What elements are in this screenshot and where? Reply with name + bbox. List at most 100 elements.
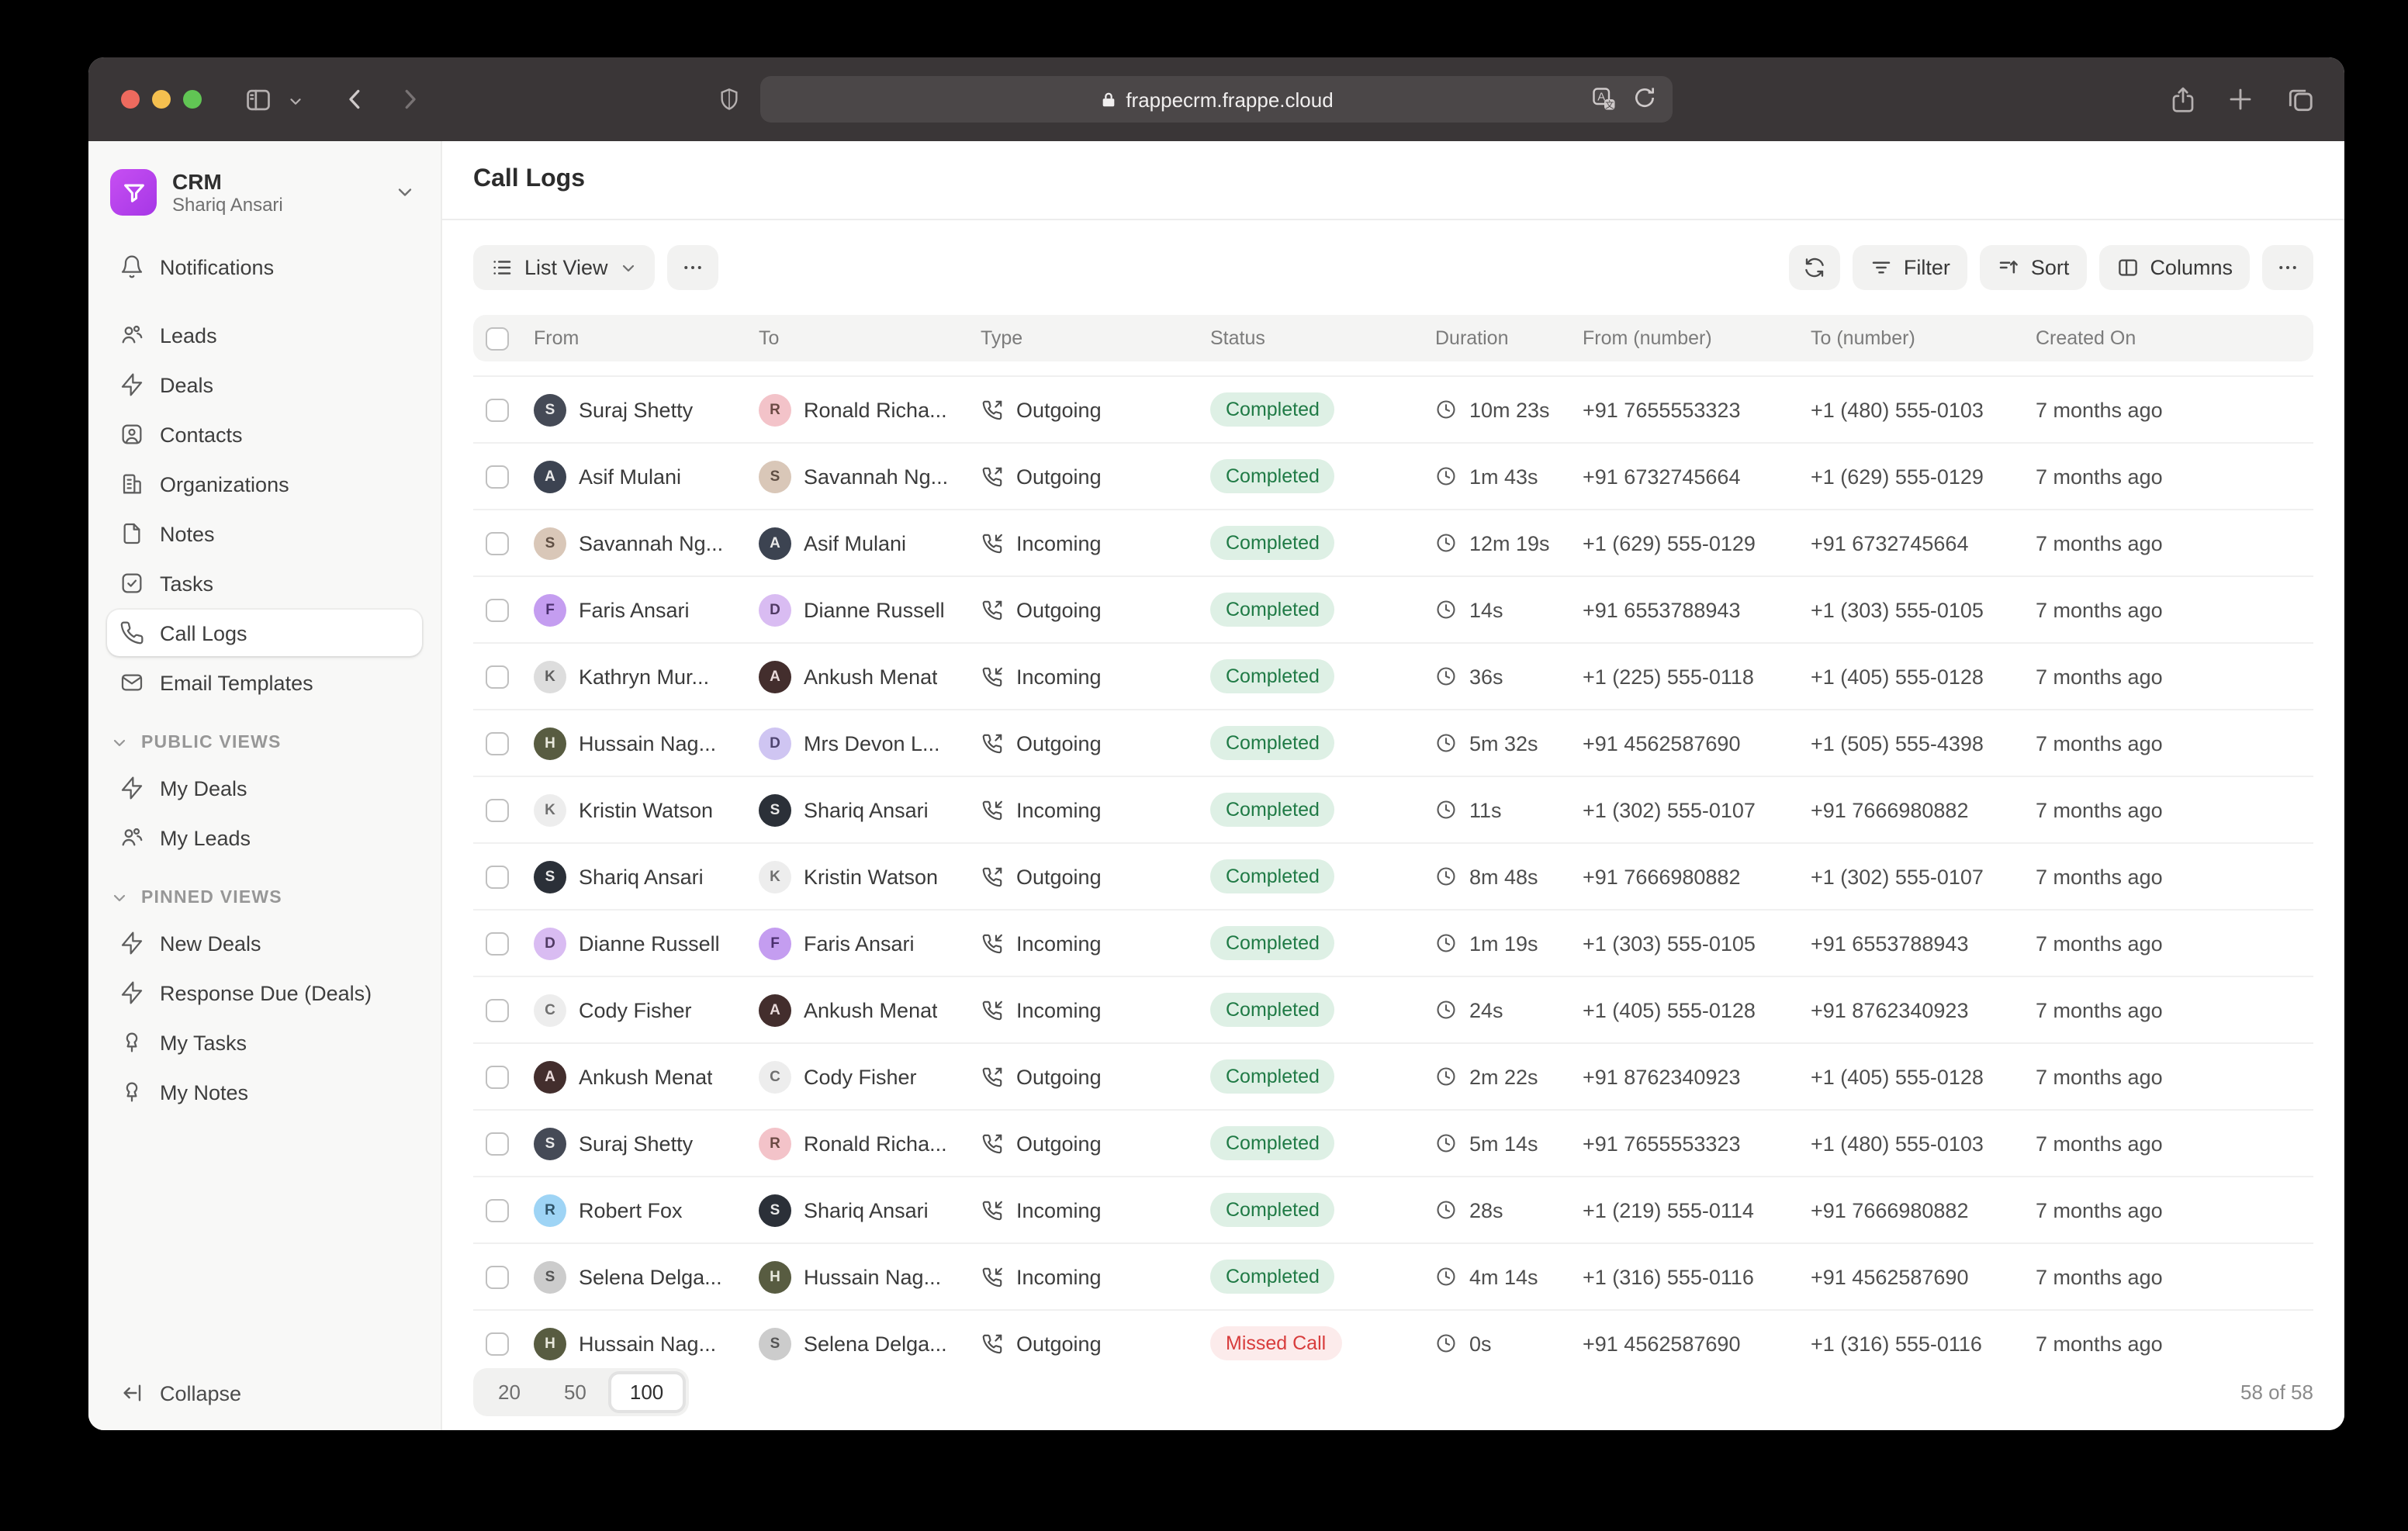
chevron-down-icon xyxy=(394,181,416,203)
call-type-label: Incoming xyxy=(1016,665,1102,688)
sidebar-item-notifications[interactable]: Notifications xyxy=(107,244,422,290)
share-icon[interactable] xyxy=(2169,85,2197,115)
filter-button[interactable]: Filter xyxy=(1852,245,1967,290)
minimize-window-button[interactable] xyxy=(152,90,171,109)
row-checkbox[interactable] xyxy=(486,531,509,555)
pin-icon xyxy=(119,1030,144,1055)
row-checkbox[interactable] xyxy=(486,1132,509,1155)
select-all-checkbox[interactable] xyxy=(486,327,509,350)
status-badge: Completed xyxy=(1210,1260,1335,1294)
tab-overview-icon[interactable] xyxy=(2285,85,2315,115)
row-checkbox[interactable] xyxy=(486,931,509,955)
zoom-window-button[interactable] xyxy=(183,90,202,109)
table-row[interactable]: H Hussain Nag... S Selena Delga... Outgoin… xyxy=(473,1309,2313,1376)
table-row[interactable]: A Asif Mulani S Savannah Ng... Outgoing Co… xyxy=(473,442,2313,509)
sidebar-item-deals[interactable]: Deals xyxy=(107,361,422,408)
created-on: 7 months ago xyxy=(2036,598,2163,621)
row-checkbox[interactable] xyxy=(486,998,509,1021)
reload-icon[interactable] xyxy=(1632,85,1657,113)
page-size-100[interactable]: 100 xyxy=(607,1370,686,1412)
sidebar-item-leads[interactable]: Leads xyxy=(107,312,422,358)
sidebar-item-contacts[interactable]: Contacts xyxy=(107,411,422,458)
sidebar-item-new-deals[interactable]: New Deals xyxy=(107,920,422,966)
sidebar-item-email-templates[interactable]: Email Templates xyxy=(107,659,422,706)
sidebar-item-response-due-deals[interactable]: Response Due (Deals) xyxy=(107,969,422,1016)
column-header-to-number[interactable]: To (number) xyxy=(1811,327,1915,349)
table-row[interactable]: S Selena Delga... H Hussain Nag... Incomin… xyxy=(473,1242,2313,1309)
to-number: +91 8762340923 xyxy=(1811,998,1969,1021)
to-avatar: H xyxy=(759,1260,791,1293)
page-size-50[interactable]: 50 xyxy=(563,1380,586,1403)
row-checkbox[interactable] xyxy=(486,1332,509,1355)
phone-outgoing-icon xyxy=(981,598,1004,621)
more-options-button[interactable] xyxy=(2262,245,2313,290)
columns-button[interactable]: Columns xyxy=(2098,245,2250,290)
app-name: CRM xyxy=(172,168,222,193)
sidebar-dropdown-chevron-icon[interactable] xyxy=(287,93,304,110)
table-row[interactable]: S Shariq Ansari K Kristin Watson Outgoing … xyxy=(473,842,2313,909)
column-header-status[interactable]: Status xyxy=(1210,327,1265,349)
to-number: +1 (405) 555-0128 xyxy=(1811,665,1984,688)
column-header-from[interactable]: From xyxy=(534,327,580,349)
table-row[interactable]: H Hussain Nag... D Mrs Devon L... Outgoing… xyxy=(473,709,2313,776)
table-row[interactable]: R Robert Fox S Shariq Ansari Incoming Comp… xyxy=(473,1176,2313,1242)
table-row[interactable]: S Suraj Shetty R Ronald Richa... Outgoing … xyxy=(473,1109,2313,1176)
table-row[interactable]: S Suraj Shetty R Ronald Richa... Outgoing … xyxy=(473,375,2313,442)
pinned-views-header[interactable]: PINNED VIEWS xyxy=(110,889,422,907)
column-header-from-number[interactable]: From (number) xyxy=(1583,327,1712,349)
from-avatar: A xyxy=(534,1060,566,1093)
row-checkbox[interactable] xyxy=(486,731,509,755)
sidebar-toggle-icon[interactable] xyxy=(244,85,273,115)
to-avatar: R xyxy=(759,393,791,426)
call-type-label: Outgoing xyxy=(1016,1065,1102,1088)
table-row[interactable]: K Kathryn Mur... A Ankush Menat Incoming C… xyxy=(473,642,2313,709)
row-checkbox[interactable] xyxy=(486,665,509,688)
privacy-shield-icon[interactable] xyxy=(717,84,742,115)
page-size-control: 20 50 100 xyxy=(473,1367,689,1415)
table-row[interactable]: C Cody Fisher A Ankush Menat Incoming Comp… xyxy=(473,976,2313,1042)
row-checkbox[interactable] xyxy=(486,1065,509,1088)
sidebar-item-label: My Deals xyxy=(160,776,247,800)
sidebar-item-my-tasks[interactable]: My Tasks xyxy=(107,1019,422,1066)
call-type-label: Outgoing xyxy=(1016,865,1102,888)
sidebar-item-my-deals[interactable]: My Deals xyxy=(107,765,422,811)
collapse-sidebar-button[interactable]: Collapse xyxy=(119,1381,419,1405)
workspace-switcher[interactable]: CRM Shariq Ansari xyxy=(110,166,419,219)
refresh-button[interactable] xyxy=(1788,245,1840,290)
table-row[interactable]: S Savannah Ng... A Asif Mulani Incoming Co… xyxy=(473,509,2313,575)
table-row[interactable]: F Faris Ansari D Dianne Russell Outgoing C… xyxy=(473,575,2313,642)
close-window-button[interactable] xyxy=(121,90,140,109)
row-checkbox[interactable] xyxy=(486,598,509,621)
table-row[interactable]: D Dianne Russell F Faris Ansari Incoming C… xyxy=(473,909,2313,976)
column-header-duration[interactable]: Duration xyxy=(1435,327,1509,349)
sidebar-item-my-notes[interactable]: My Notes xyxy=(107,1069,422,1115)
sidebar-item-tasks[interactable]: Tasks xyxy=(107,560,422,607)
column-header-created-on[interactable]: Created On xyxy=(2036,327,2136,349)
new-tab-icon[interactable] xyxy=(2226,85,2254,113)
row-checkbox[interactable] xyxy=(486,465,509,488)
column-header-to[interactable]: To xyxy=(759,327,780,349)
row-checkbox[interactable] xyxy=(486,1265,509,1288)
view-more-button[interactable] xyxy=(666,245,718,290)
phone-incoming-icon xyxy=(981,798,1004,821)
back-button[interactable] xyxy=(341,85,369,113)
sidebar-item-my-leads[interactable]: My Leads xyxy=(107,814,422,861)
sidebar-item-notes[interactable]: Notes xyxy=(107,510,422,557)
row-checkbox[interactable] xyxy=(486,798,509,821)
view-switcher-button[interactable]: List View xyxy=(473,245,655,290)
sidebar-item-organizations[interactable]: Organizations xyxy=(107,461,422,507)
row-checkbox[interactable] xyxy=(486,865,509,888)
sort-button[interactable]: Sort xyxy=(1979,245,2087,290)
public-views-header[interactable]: PUBLIC VIEWS xyxy=(110,734,422,752)
phone-outgoing-icon xyxy=(981,1065,1004,1088)
page-size-20[interactable]: 20 xyxy=(498,1380,521,1403)
table-row[interactable]: K Kristin Watson S Shariq Ansari Incoming … xyxy=(473,776,2313,842)
table-row[interactable]: A Ankush Menat C Cody Fisher Outgoing Comp… xyxy=(473,1042,2313,1109)
row-checkbox[interactable] xyxy=(486,1198,509,1222)
row-checkbox[interactable] xyxy=(486,398,509,421)
column-header-type[interactable]: Type xyxy=(981,327,1023,349)
forward-button[interactable] xyxy=(396,85,424,113)
sidebar-item-call-logs[interactable]: Call Logs xyxy=(107,610,422,656)
